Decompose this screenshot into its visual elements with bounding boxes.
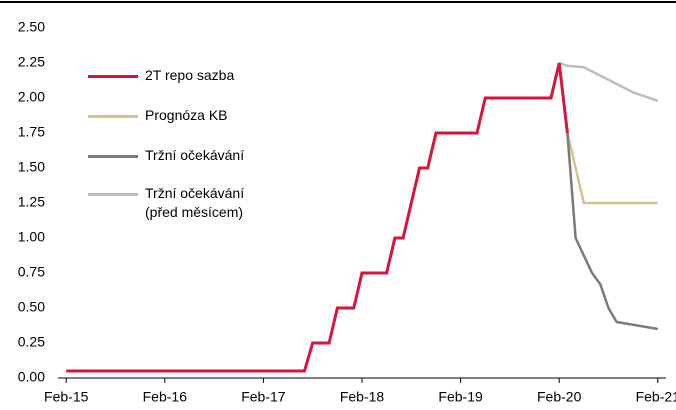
y-tick-label: 1.75 xyxy=(18,124,45,140)
x-tick-label: Feb-19 xyxy=(438,389,483,405)
series-line xyxy=(558,61,659,102)
y-tick-label: 0.00 xyxy=(18,369,45,385)
x-tick-label: Feb-16 xyxy=(143,389,188,405)
legend-swatch xyxy=(88,193,138,196)
x-tick-label: Feb-20 xyxy=(537,389,582,405)
legend-swatch xyxy=(88,155,138,158)
series-line xyxy=(566,132,658,205)
y-tick-label: 1.00 xyxy=(18,229,45,245)
y-tick-label: 0.50 xyxy=(18,299,45,315)
legend-label: Tržní očekávání xyxy=(145,147,245,163)
y-tick-label: 0.25 xyxy=(18,334,45,350)
y-tick-label: 2.25 xyxy=(18,54,45,70)
legend-label: 2T repo sazba xyxy=(145,67,235,83)
x-tick-label: Feb-17 xyxy=(241,389,286,405)
legend-swatch xyxy=(88,75,138,78)
series-line xyxy=(66,62,569,373)
x-tick-label: Feb-21 xyxy=(636,389,676,405)
y-tick-label: 0.75 xyxy=(18,264,45,280)
series-line xyxy=(566,132,658,331)
y-tick-label: 2.50 xyxy=(18,19,45,35)
y-tick-label: 1.50 xyxy=(18,159,45,175)
y-tick-label: 2.00 xyxy=(18,89,45,105)
legend-label: Prognóza KB xyxy=(145,107,228,123)
x-tick-label: Feb-18 xyxy=(340,389,385,405)
x-tick-label: Feb-15 xyxy=(44,389,89,405)
y-tick-label: 1.25 xyxy=(18,194,45,210)
legend-label: Tržní očekávání (před měsícem) xyxy=(145,185,245,220)
legend-swatch xyxy=(88,115,138,118)
